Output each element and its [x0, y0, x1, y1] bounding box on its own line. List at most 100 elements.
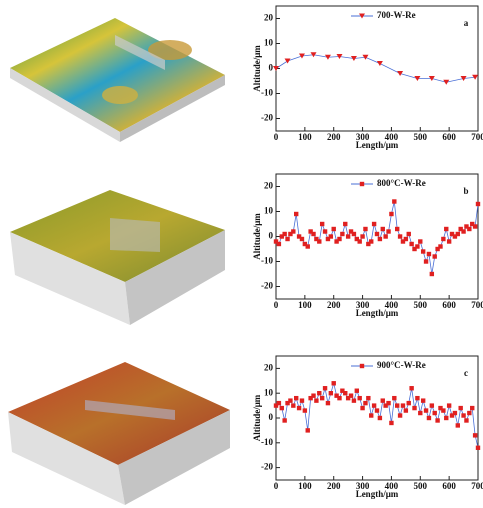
panel-label: b [463, 186, 468, 196]
marker [383, 403, 388, 408]
marker [409, 386, 414, 391]
marker [395, 403, 400, 408]
marker [366, 395, 371, 401]
marker [449, 231, 455, 237]
marker [337, 395, 342, 401]
marker [337, 236, 342, 242]
marker [464, 418, 469, 423]
marker [467, 226, 472, 232]
x-axis-label: Length/μm [356, 489, 399, 499]
marker [403, 408, 409, 413]
marker [397, 234, 403, 239]
marker [369, 239, 374, 244]
marker [305, 244, 310, 249]
marker [441, 236, 446, 242]
marker [319, 395, 325, 401]
marker [438, 244, 443, 249]
y-tick-label: 0 [269, 63, 274, 73]
marker [452, 410, 458, 416]
x-tick-label: 500 [414, 300, 428, 310]
marker [345, 395, 351, 401]
y-tick-label: -20 [261, 281, 273, 291]
marker [374, 408, 380, 413]
marker [415, 395, 420, 401]
marker [276, 241, 282, 247]
marker [397, 413, 403, 418]
marker [298, 53, 305, 59]
panel-label: a [464, 18, 469, 28]
marker [348, 229, 354, 234]
series-line [275, 381, 479, 448]
marker [395, 226, 400, 232]
marker [392, 199, 397, 204]
x-axis-label: Length/μm [356, 140, 399, 150]
marker [351, 398, 357, 403]
marker [443, 79, 450, 85]
marker [389, 420, 394, 426]
x-tick-label: 0 [274, 132, 279, 142]
marker [472, 224, 478, 229]
x-tick-label: 300 [356, 132, 370, 142]
marker [310, 52, 317, 58]
marker [354, 388, 359, 393]
x-tick-label: 500 [414, 132, 428, 142]
legend-marker [359, 13, 365, 19]
marker [412, 246, 417, 252]
marker [475, 201, 481, 207]
marker [475, 445, 481, 450]
series-line [275, 54, 476, 83]
x-tick-label: 700 [471, 481, 483, 491]
legend-label: 800°C-W-Re [377, 178, 426, 188]
y-tick-label: 20 [264, 181, 274, 191]
marker [285, 236, 290, 242]
marker [452, 234, 458, 239]
marker [392, 395, 397, 401]
y-axis-label: Altitude/μm [252, 45, 262, 92]
y-axis-label: Altitude/μm [252, 394, 262, 441]
marker [406, 400, 411, 406]
marker [273, 66, 279, 71]
marker [432, 254, 437, 259]
marker [288, 231, 293, 237]
marker [282, 231, 287, 237]
y-tick-label: 10 [264, 206, 274, 216]
marker [366, 241, 371, 247]
legend-label: 700-W-Re [377, 10, 416, 20]
marker [305, 428, 310, 433]
marker [461, 229, 466, 234]
x-tick-label: 200 [327, 300, 341, 310]
plot-frame [275, 5, 479, 132]
marker [314, 398, 319, 403]
marker [449, 413, 455, 418]
marker [322, 386, 328, 391]
marker [426, 251, 432, 257]
marker [426, 415, 432, 421]
y-tick-label: -20 [261, 113, 273, 123]
y-axis-label: Altitude/μm [252, 213, 262, 260]
marker [343, 391, 348, 396]
marker [314, 236, 319, 242]
marker [470, 221, 475, 227]
marker [461, 413, 466, 418]
marker [389, 211, 394, 217]
marker [420, 249, 426, 254]
marker [441, 408, 446, 413]
marker [444, 226, 449, 232]
marker [351, 231, 357, 237]
marker [403, 236, 409, 242]
y-tick-label: 0 [269, 412, 274, 422]
x-tick-label: 600 [442, 481, 456, 491]
marker [470, 405, 475, 411]
y-tick-label: -10 [261, 256, 273, 266]
y-tick-label: 0 [269, 231, 274, 241]
marker [308, 229, 313, 234]
marker [406, 231, 411, 237]
marker [360, 234, 365, 239]
marker [432, 410, 437, 416]
x-tick-label: 100 [298, 481, 312, 491]
marker [273, 403, 279, 408]
x-tick-label: 0 [274, 481, 279, 491]
marker [279, 234, 284, 239]
x-tick-label: 600 [442, 300, 456, 310]
marker [350, 56, 357, 61]
